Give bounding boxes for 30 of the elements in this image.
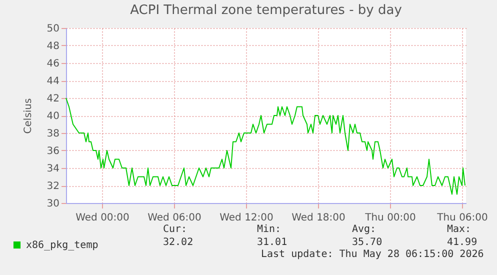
text: Max: (447, 224, 472, 235)
y-tick-label: 30 (46, 198, 60, 210)
text: 32.02 (163, 237, 194, 248)
y-tick-label: 46 (46, 58, 60, 70)
y-tick-label: 50 (46, 24, 60, 34)
y-tick-label: 48 (46, 41, 60, 52)
x-tick-label: Wed 06:00 (148, 212, 202, 224)
y-tick-label: 32 (46, 181, 60, 192)
text: 31.01 (257, 237, 288, 248)
y-tick-label: 42 (46, 94, 60, 104)
text: 41.99 (447, 237, 478, 248)
x-tick-label: Wed 18:00 (292, 212, 346, 224)
line-series (66, 98, 466, 195)
text: Avg: (352, 224, 376, 235)
y-tick-label: 34 (46, 164, 60, 174)
x-tick-label: Wed 12:00 (220, 212, 274, 224)
legend-label: x86_pkg_temp (26, 240, 98, 251)
y-tick-label: 40 (46, 111, 60, 122)
y-axis-title: Celsius (22, 98, 34, 134)
text: Last update: Thu May 28 06:15:00 2026 (261, 249, 484, 260)
text: Min: (257, 224, 282, 235)
y-tick-label: 44 (46, 76, 60, 87)
text: 35.70 (352, 237, 382, 248)
x-tick-label: Wed 00:00 (76, 212, 130, 224)
x-tick-label: Thu 06:00 (436, 212, 488, 224)
x-tick-label: Thu 00:00 (364, 212, 416, 224)
chart-title: ACPI Thermal zone temperatures - by day (130, 3, 402, 18)
y-tick-label: 36 (46, 146, 60, 157)
text: Cur: (163, 224, 188, 235)
y-tick-label: 38 (46, 128, 60, 140)
